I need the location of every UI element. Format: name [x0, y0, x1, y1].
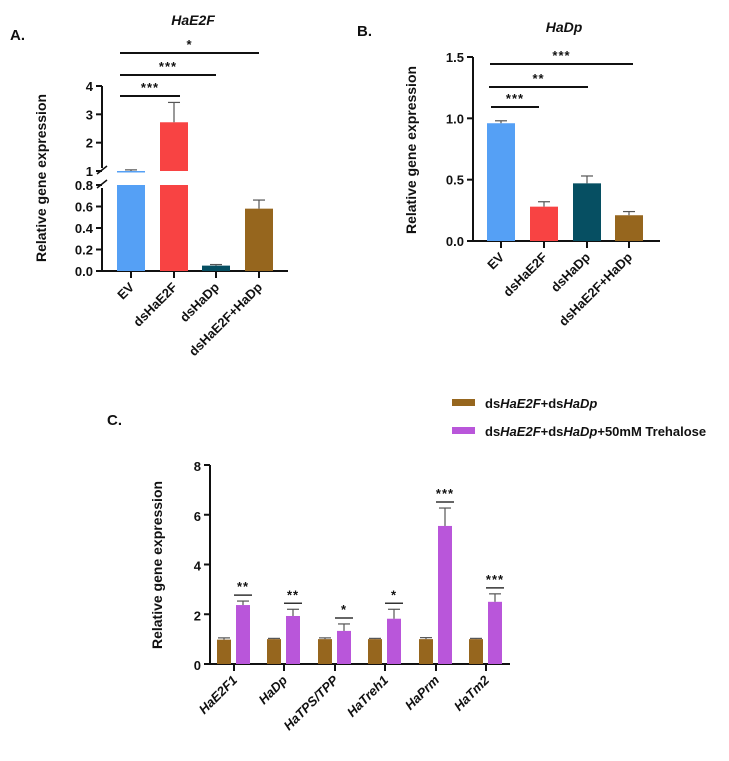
significance-label: ***: [552, 48, 570, 63]
bar-HaE2F1-trehalose: [236, 605, 250, 664]
bar-dsHaDp: [202, 265, 230, 271]
y-tick-label: 4: [86, 79, 94, 94]
bar-dsHaDp: [573, 183, 601, 241]
x-tick-label-EV: EV: [114, 279, 137, 302]
panel-c-label: C.: [107, 412, 122, 429]
legend-label-trehalose: dsHaE2F+dsHaDp+50mM Trehalose: [485, 424, 706, 439]
x-tick-label-dsHaE2F: dsHaE2F: [500, 249, 550, 299]
bar-EV: [487, 123, 515, 241]
y-tick-label: 0.2: [75, 243, 93, 258]
x-tick-label-HaTreh1: HaTreh1: [344, 673, 391, 720]
chart-c-legend: dsHaE2F+dsHaDp dsHaE2F+dsHaDp+50mM Treha…: [452, 396, 706, 439]
legend-swatch-trehalose: [452, 427, 475, 434]
y-tick-label: 0.8: [75, 178, 93, 193]
bar-dsHaE2F: [530, 206, 558, 241]
bar-HaE2F1-control: [217, 639, 231, 664]
legend-text-part: +ds: [541, 396, 564, 411]
x-tick-label-HaE2F1: HaE2F1: [196, 673, 240, 717]
bar-EV: [117, 185, 145, 271]
significance-label: ***: [159, 59, 177, 74]
significance-label: **: [532, 71, 544, 86]
y-tick-label: 6: [194, 509, 201, 524]
legend-text-part: HaDp: [563, 396, 597, 411]
bar-dsHaE2F+HaDp: [245, 208, 273, 271]
bar-HaDp-trehalose: [286, 615, 300, 664]
bar-HaTreh1-trehalose: [387, 618, 401, 664]
chart-c-ylabel: Relative gene expression: [149, 481, 165, 649]
x-tick-label-dsHaE2F: dsHaE2F: [130, 279, 180, 329]
significance-label: ***: [486, 572, 504, 587]
chart-a-title: HaE2F: [171, 12, 215, 28]
y-tick-label: 0.5: [446, 173, 464, 188]
bar-HaTreh1-control: [368, 639, 382, 664]
bar-HaTPS/TPP-control: [318, 639, 332, 664]
significance-label: ***: [141, 80, 159, 95]
legend-text-part: HaE2F: [500, 424, 542, 439]
y-tick-label: 1.0: [446, 111, 464, 126]
panel-b-label: B.: [357, 23, 372, 40]
legend-text-part: ds: [485, 396, 500, 411]
significance-label: *: [391, 587, 397, 602]
y-tick-label: 0.0: [75, 264, 93, 279]
y-tick-label: 2: [86, 136, 93, 151]
significance-label: *: [341, 602, 347, 617]
significance-label: *: [186, 37, 192, 52]
y-tick-label: 4: [194, 559, 202, 574]
y-tick-label: 0.0: [446, 234, 464, 249]
x-tick-label-dsHaE2F+HaDp: dsHaE2F+HaDp: [556, 249, 635, 328]
chart-a: 0.00.20.40.60.81234EVdsHaE2FdsHaDpdsHaE2…: [75, 37, 288, 359]
x-tick-label-HaPrm: HaPrm: [402, 672, 443, 713]
x-tick-label-HaDp: HaDp: [256, 672, 291, 707]
x-tick-label-EV: EV: [484, 249, 507, 272]
legend-text-part: HaE2F: [500, 396, 542, 411]
significance-label: ***: [506, 91, 524, 106]
legend-text-part: HaDp: [563, 424, 597, 439]
panel-a-label: A.: [10, 27, 25, 44]
chart-a-ylabel: Relative gene expression: [33, 94, 49, 262]
bar-upper-dsHaE2F: [160, 122, 188, 171]
x-tick-label-HaTPS/TPP: HaTPS/TPP: [280, 672, 341, 733]
legend-text-part: +50mM Trehalose: [597, 424, 706, 439]
bar-HaPrm-trehalose: [438, 525, 452, 664]
legend-label-control: dsHaE2F+dsHaDp: [485, 396, 597, 411]
legend-text-part: ds: [485, 424, 500, 439]
y-tick-label: 3: [86, 107, 93, 122]
y-tick-label: 0: [194, 658, 201, 673]
significance-label: **: [237, 579, 249, 594]
bar-HaPrm-control: [419, 639, 433, 664]
chart-b: 0.00.51.01.5EVdsHaE2FdsHaDpdsHaE2F+HaDp*…: [446, 48, 660, 329]
bar-upper-EV: [117, 171, 145, 173]
bar-HaTm2-control: [469, 639, 483, 664]
bar-HaDp-control: [267, 639, 281, 664]
y-tick-label: 0.6: [75, 200, 93, 215]
x-tick-label-HaTm2: HaTm2: [451, 672, 493, 714]
legend-text-part: +ds: [541, 424, 564, 439]
significance-label: **: [287, 587, 299, 602]
bar-HaTm2-trehalose: [488, 601, 502, 664]
y-tick-label: 1.5: [446, 50, 464, 65]
legend-swatch-control: [452, 399, 475, 406]
bar-dsHaE2F: [160, 185, 188, 271]
bar-dsHaE2F+HaDp: [615, 215, 643, 241]
bar-HaTPS/TPP-trehalose: [337, 630, 351, 664]
y-tick-label: 0.4: [75, 221, 94, 236]
chart-b-ylabel: Relative gene expression: [403, 66, 419, 234]
chart-c: 0 2 4 6 8 ** HaE2F1 ** HaDp * HaTPS/TPP * HaTreh1 ***…: [194, 459, 510, 733]
chart-b-title: HaDp: [546, 19, 583, 35]
y-tick-label: 1: [86, 164, 93, 179]
x-tick-label-dsHaE2F+HaDp: dsHaE2F+HaDp: [186, 279, 265, 358]
significance-label: ***: [436, 486, 454, 501]
y-tick-label: 2: [194, 608, 201, 623]
y-tick-label: 8: [194, 459, 201, 474]
